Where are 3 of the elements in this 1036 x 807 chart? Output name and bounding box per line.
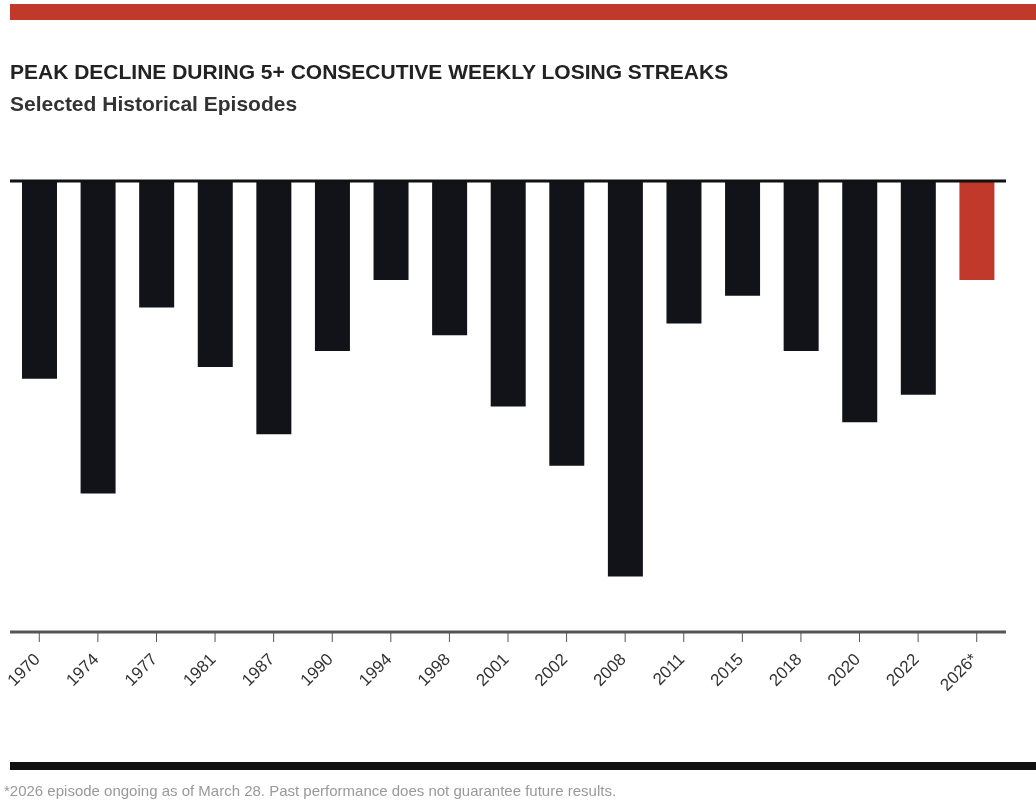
chart-title: PEAK DECLINE DURING 5+ CONSECUTIVE WEEKLY LOSING STREAKS [10,60,729,84]
chart-subtitle: Selected Historical Episodes [10,92,298,116]
text: *2026 episode ongoing as of March 28. Past performance does not guarantee future results. [4,782,617,799]
